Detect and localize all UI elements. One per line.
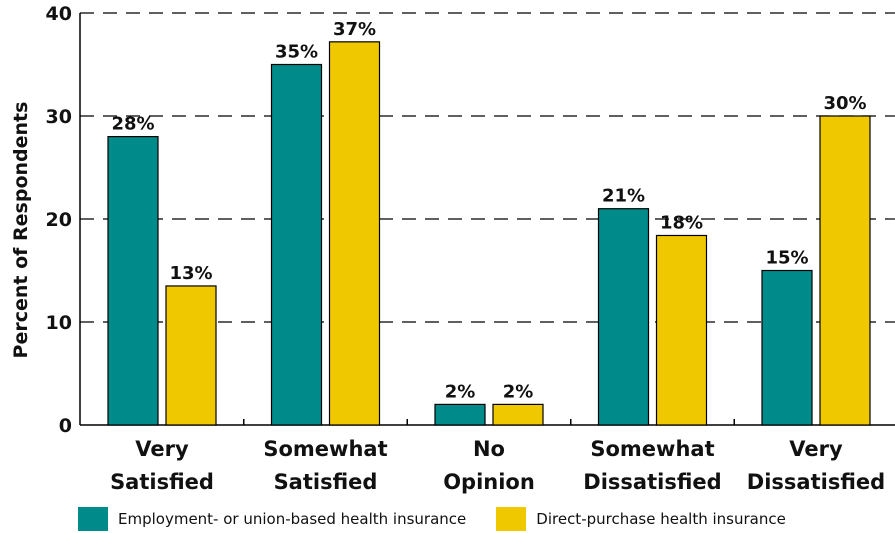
bar xyxy=(270,63,323,426)
category-labels: Very Satisfied Somewhat Satisfied No Opinion S… xyxy=(110,437,885,494)
bar xyxy=(165,285,217,426)
category-label: Dissatisfied xyxy=(583,470,721,494)
legend-item-direct-purchase: Direct-purchase health insurance xyxy=(496,507,786,531)
category-label: Satisfied xyxy=(110,470,214,494)
gridlines xyxy=(80,12,895,323)
bar xyxy=(107,136,159,426)
data-label: 15% xyxy=(765,248,808,269)
y-tick-label: 0 xyxy=(59,415,72,437)
category-label: Very xyxy=(135,437,189,461)
category-label: Satisfied xyxy=(274,470,378,494)
legend-item-employment: Employment- or union-based health insura… xyxy=(78,507,466,531)
bar xyxy=(434,403,486,426)
data-label: 35% xyxy=(275,42,318,63)
bar xyxy=(655,234,708,426)
category-label: Somewhat xyxy=(590,437,714,461)
data-label: 18% xyxy=(660,212,703,233)
bar xyxy=(761,269,813,426)
legend-label-employment: Employment- or union-based health insura… xyxy=(118,510,467,528)
y-tick-label: 10 xyxy=(46,312,72,334)
y-tick-label: 30 xyxy=(46,106,72,128)
legend-swatch-direct-purchase xyxy=(496,507,527,531)
legend-label-direct-purchase: Direct-purchase health insurance xyxy=(536,510,786,528)
data-labels: 28% 13% 35% 37% 2% 2% 21% 18% 15% 30% xyxy=(111,19,866,403)
bar-chart: 0 10 20 30 40 Percent of Respondents 28% 13% 3… xyxy=(10,3,895,494)
data-label: 2% xyxy=(445,381,476,402)
category-label: Very xyxy=(789,437,843,461)
bar xyxy=(328,41,381,426)
bar xyxy=(819,115,871,426)
category-label: Opinion xyxy=(443,470,535,494)
data-label: 37% xyxy=(333,19,376,40)
category-label: Dissatisfied xyxy=(747,470,885,494)
y-tick-labels: 0 10 20 30 40 xyxy=(46,3,72,437)
y-tick-label: 40 xyxy=(46,3,72,25)
y-axis-label: Percent of Respondents xyxy=(10,102,32,359)
bar xyxy=(597,208,650,426)
bar xyxy=(492,403,544,426)
data-label: 28% xyxy=(111,114,154,135)
y-tick-label: 20 xyxy=(46,209,72,231)
legend-swatch-employment xyxy=(78,507,108,531)
data-label: 2% xyxy=(503,381,534,402)
category-label: No xyxy=(473,437,505,461)
data-label: 21% xyxy=(602,186,645,207)
data-label: 13% xyxy=(169,263,212,284)
data-label: 30% xyxy=(823,93,866,114)
bars xyxy=(107,41,871,426)
category-label: Somewhat xyxy=(263,437,387,461)
legend: Employment- or union-based health insura… xyxy=(78,506,786,532)
